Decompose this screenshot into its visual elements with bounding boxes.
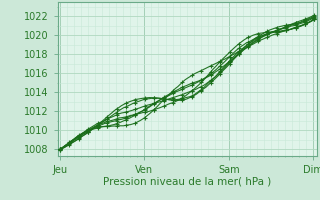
- X-axis label: Pression niveau de la mer( hPa ): Pression niveau de la mer( hPa ): [103, 176, 271, 186]
